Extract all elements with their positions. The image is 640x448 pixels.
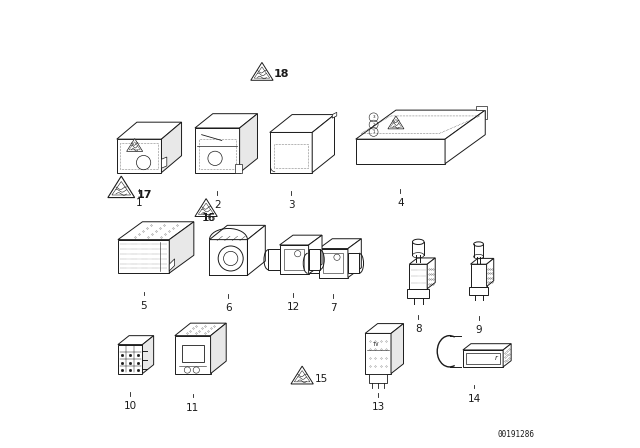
Polygon shape [175,336,211,374]
Text: 5: 5 [140,301,147,311]
Polygon shape [369,374,387,383]
Polygon shape [211,323,226,374]
Text: 9: 9 [476,325,482,336]
Polygon shape [470,264,486,287]
Text: 13: 13 [371,402,385,412]
Text: TV: TV [372,342,379,347]
Polygon shape [410,264,427,289]
Polygon shape [476,106,488,119]
Text: 2: 2 [214,200,221,210]
Polygon shape [356,110,485,139]
Polygon shape [308,250,320,270]
Polygon shape [308,235,322,274]
Polygon shape [248,225,266,276]
Polygon shape [195,198,217,216]
Text: 8: 8 [415,324,422,334]
Polygon shape [319,239,362,249]
Polygon shape [161,122,182,172]
Polygon shape [445,110,485,164]
Polygon shape [427,258,435,289]
Polygon shape [169,222,194,273]
Polygon shape [118,222,194,240]
Text: 7: 7 [330,303,337,313]
Polygon shape [280,245,308,274]
Text: 12: 12 [287,302,300,312]
Polygon shape [108,176,134,198]
Polygon shape [280,235,322,245]
Text: 00191286: 00191286 [497,430,534,439]
Polygon shape [116,139,161,172]
Polygon shape [468,287,488,295]
Polygon shape [169,259,175,271]
Polygon shape [127,138,143,151]
Polygon shape [463,350,503,367]
Polygon shape [254,67,269,78]
Polygon shape [294,370,310,382]
Text: 11: 11 [186,403,199,413]
Text: 3: 3 [287,200,294,210]
Polygon shape [365,333,391,374]
Polygon shape [348,253,359,273]
Polygon shape [182,345,204,362]
Text: 16: 16 [203,213,216,223]
Polygon shape [129,142,140,150]
Polygon shape [195,114,257,128]
Polygon shape [467,353,500,364]
Text: 1: 1 [136,198,143,208]
Text: 15: 15 [315,374,328,384]
Text: 14: 14 [467,394,481,404]
Polygon shape [365,323,403,333]
Polygon shape [410,258,435,264]
Polygon shape [470,258,493,264]
Polygon shape [118,336,154,345]
Polygon shape [268,250,280,270]
Polygon shape [195,128,239,172]
Polygon shape [235,164,242,172]
Polygon shape [143,336,154,374]
Polygon shape [112,181,131,195]
Polygon shape [269,115,335,133]
Text: 16: 16 [202,213,215,223]
Polygon shape [116,122,182,139]
Text: 10: 10 [124,401,137,411]
Polygon shape [175,323,226,336]
Polygon shape [391,323,403,374]
Polygon shape [407,289,429,297]
Polygon shape [209,225,266,240]
Polygon shape [332,112,337,118]
Text: 1: 1 [372,130,375,134]
Text: 18: 18 [273,69,289,79]
Polygon shape [198,203,214,214]
Polygon shape [239,114,257,172]
Polygon shape [390,119,401,127]
Text: 6: 6 [225,303,232,313]
Polygon shape [312,115,335,172]
Text: 3: 3 [372,116,375,119]
Polygon shape [251,62,273,80]
Polygon shape [161,157,167,168]
Polygon shape [486,258,493,287]
Polygon shape [308,253,319,273]
Text: 2: 2 [372,123,375,127]
Text: 4: 4 [397,198,404,208]
Text: 17: 17 [137,190,152,199]
Polygon shape [463,344,511,350]
Polygon shape [503,344,511,367]
Polygon shape [388,116,404,129]
Polygon shape [118,345,143,374]
Text: r: r [495,355,498,362]
Polygon shape [348,239,362,278]
Polygon shape [356,139,445,164]
Polygon shape [269,133,312,172]
Polygon shape [291,366,314,384]
Polygon shape [319,249,348,278]
Polygon shape [118,240,169,273]
